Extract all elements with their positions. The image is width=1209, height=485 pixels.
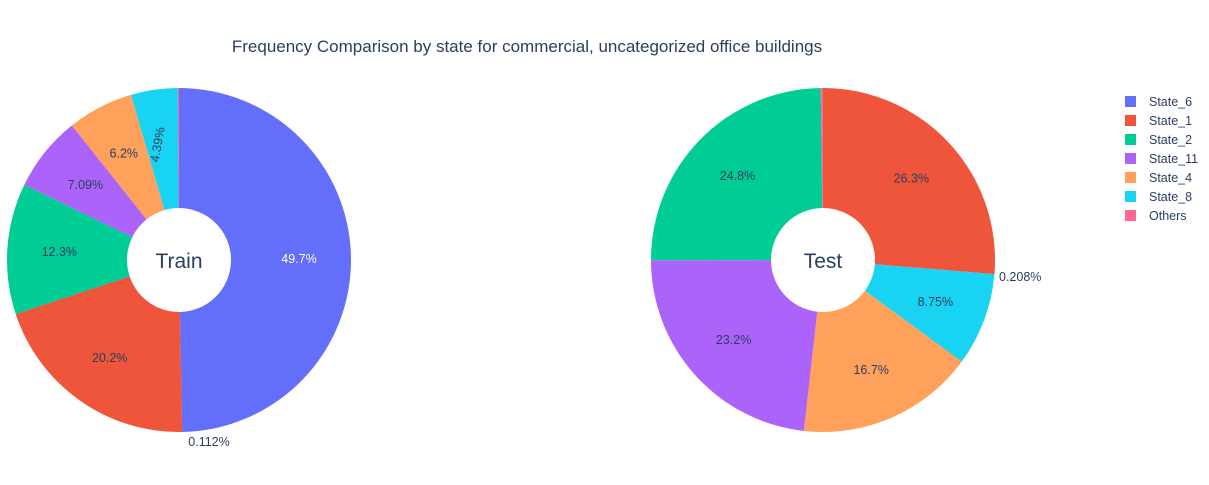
test-label-state-11: 23.2% xyxy=(716,333,751,347)
legend-item-state-8[interactable]: State_8 xyxy=(1125,190,1192,204)
chart-title: Frequency Comparison by state for commer… xyxy=(232,37,822,56)
legend-label-state-2: State_2 xyxy=(1149,133,1192,147)
legend-swatch-state-11 xyxy=(1125,153,1136,164)
legend-swatch-state-1 xyxy=(1125,115,1136,126)
train-label-state-1: 20.2% xyxy=(92,351,127,365)
legend-item-state-6[interactable]: State_6 xyxy=(1125,95,1192,109)
legend-swatch-state-4 xyxy=(1125,172,1136,183)
legend-swatch-others xyxy=(1125,210,1136,221)
test-label-state-4: 16.7% xyxy=(853,363,888,377)
legend: State_6 State_1 State_2 State_11 State_4 Stat… xyxy=(1125,95,1198,223)
train-slice-state-6[interactable] xyxy=(179,88,351,432)
test-label-state-8: 8.75% xyxy=(918,295,953,309)
legend-label-state-4: State_4 xyxy=(1149,171,1192,185)
legend-label-state-8: State_8 xyxy=(1149,190,1192,204)
legend-swatch-state-8 xyxy=(1125,191,1136,202)
legend-item-state-11[interactable]: State_11 xyxy=(1125,152,1198,166)
train-label-state-8: 4.39% xyxy=(148,126,168,163)
train-label-state-2: 12.3% xyxy=(42,245,77,259)
legend-label-state-1: State_1 xyxy=(1149,114,1192,128)
train-label-state-6: 49.7% xyxy=(281,252,316,266)
legend-item-state-2[interactable]: State_2 xyxy=(1125,133,1192,147)
test-donut-hole xyxy=(771,208,875,312)
test-label-state-2: 24.8% xyxy=(720,169,755,183)
test-slice-state-2[interactable] xyxy=(650,88,823,261)
legend-label-state-6: State_6 xyxy=(1149,95,1192,109)
legend-swatch-state-2 xyxy=(1125,134,1136,145)
legend-item-state-1[interactable]: State_1 xyxy=(1125,114,1192,128)
train-label-state-4: 6.2% xyxy=(110,146,139,160)
test-label-others: 0.208% xyxy=(999,270,1041,284)
pie-train: 49.7% 20.2% 12.3% 7.09% 6.2% 4.39% 0.112% Train xyxy=(7,87,351,449)
train-slice-state-2[interactable] xyxy=(7,184,179,315)
pie-test: 26.3% 8.75% 16.7% 23.2% 24.8% 0.208% Test xyxy=(650,87,1041,433)
legend-label-state-11: State_11 xyxy=(1149,152,1198,166)
legend-item-others[interactable]: Others xyxy=(1125,209,1187,223)
legend-label-others: Others xyxy=(1149,209,1187,223)
train-label-state-11: 7.09% xyxy=(68,178,103,192)
legend-swatch-state-6 xyxy=(1125,96,1136,107)
test-label-state-1: 26.3% xyxy=(894,172,929,186)
train-slice-state-1[interactable] xyxy=(15,260,183,432)
train-center-label: Train xyxy=(155,250,202,273)
train-donut-hole xyxy=(127,208,231,312)
legend-item-state-4[interactable]: State_4 xyxy=(1125,171,1192,185)
test-slice-state-1[interactable] xyxy=(823,88,996,275)
train-label-others: 0.112% xyxy=(188,435,229,449)
test-slice-state-11[interactable] xyxy=(651,260,823,431)
train-slice-others[interactable] xyxy=(177,87,179,261)
test-center-label: Test xyxy=(804,250,843,273)
